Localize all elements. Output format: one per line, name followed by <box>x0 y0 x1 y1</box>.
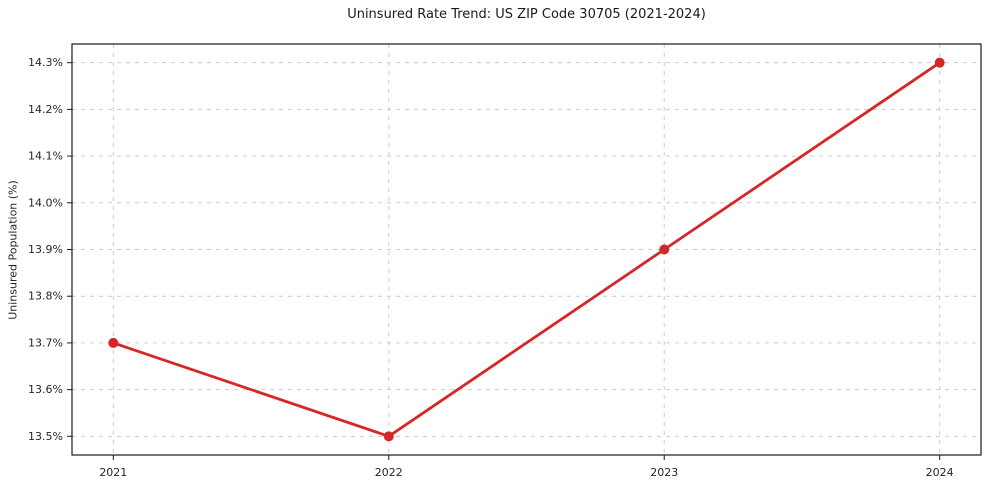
y-tick-label: 14.3% <box>28 56 63 69</box>
x-tick-label: 2024 <box>926 466 954 479</box>
y-tick-label: 13.8% <box>28 290 63 303</box>
data-point-marker <box>659 244 670 255</box>
data-point-marker <box>108 337 119 348</box>
chart-title: Uninsured Rate Trend: US ZIP Code 30705 … <box>347 7 706 22</box>
y-tick-label: 14.0% <box>28 196 63 209</box>
x-tick-label: 2022 <box>375 466 403 479</box>
y-tick-label: 14.2% <box>28 103 63 116</box>
y-tick-label: 13.7% <box>28 336 63 349</box>
x-tick-label: 2023 <box>650 466 678 479</box>
y-tick-label: 13.6% <box>28 383 63 396</box>
trend-line <box>112 61 941 438</box>
data-point-marker <box>383 431 394 442</box>
y-tick-label: 13.9% <box>28 243 63 256</box>
y-tick-label: 14.1% <box>28 150 63 163</box>
y-tick-label: 13.5% <box>28 430 63 443</box>
data-point-marker <box>934 57 945 68</box>
x-tick-label: 2021 <box>99 466 127 479</box>
